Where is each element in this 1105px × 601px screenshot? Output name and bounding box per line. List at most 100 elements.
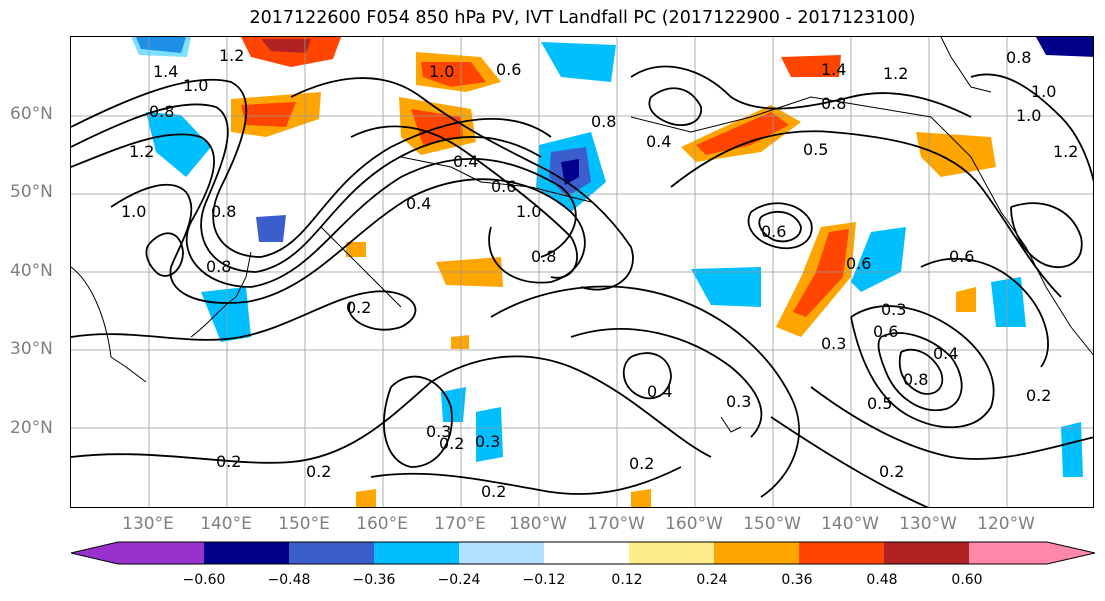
- contour-label: 1.2: [883, 64, 908, 83]
- contour-line: [758, 210, 802, 243]
- colorbar-tick-label: −0.12: [522, 572, 566, 588]
- colorbar-tick-label: 0.12: [611, 572, 643, 588]
- contour-line: [622, 352, 672, 400]
- contour-label: 0.3: [426, 422, 451, 441]
- lat-tick-label: 20°N: [10, 418, 53, 438]
- negative-anomaly-patch: [561, 159, 579, 185]
- contour-line: [850, 305, 995, 429]
- contour-label: 1.0: [1031, 82, 1056, 101]
- contour-label: 1.4: [153, 62, 178, 81]
- lon-tick-label: 170°E: [434, 514, 486, 534]
- colorbar-tick-label: −0.48: [267, 572, 311, 588]
- lon-tick-label: 170°W: [587, 514, 645, 534]
- lon-tick-label: 140°W: [821, 514, 879, 534]
- negative-anomaly-patch: [1061, 422, 1083, 477]
- contour-line: [747, 202, 813, 250]
- contour-line: [877, 332, 963, 411]
- negative-anomaly-patch: [541, 42, 616, 82]
- colorbar-tick-label: 0.24: [696, 572, 728, 588]
- contour-line: [370, 466, 682, 495]
- contour-line: [970, 73, 1093, 183]
- positive-anomaly-patch: [793, 229, 849, 317]
- negative-anomaly-patch: [256, 215, 286, 242]
- negative-anomaly-patch: [201, 287, 251, 342]
- contour-label: 0.8: [1006, 48, 1031, 67]
- colorbar-tick-label: 0.60: [951, 572, 983, 588]
- contour-label: 0.5: [803, 140, 828, 159]
- contour-label-layer: 1.4 1.0 1.2 0.8 1.0 0.8 1.2 1.0 0.8 0.4 …: [121, 46, 1078, 501]
- contour-line: [810, 386, 1093, 460]
- colorbar-segment: [969, 542, 1095, 564]
- colorbar-tick-label: −0.36: [352, 572, 396, 588]
- positive-anomaly-patch: [261, 39, 311, 53]
- contour-label: 1.0: [121, 202, 146, 221]
- positive-anomaly-patch: [631, 489, 651, 507]
- positive-anomaly-patch: [356, 489, 376, 507]
- colorbar-segment: [714, 542, 799, 564]
- contour-line: [383, 375, 453, 468]
- contour-line: [570, 328, 763, 438]
- contour-label: 0.3: [726, 392, 751, 411]
- contour-line: [350, 125, 578, 279]
- contour-label: 0.8: [903, 370, 928, 389]
- contour-line: [920, 257, 1049, 368]
- contour-label: 1.0: [1016, 106, 1041, 125]
- lat-tick-label: 60°N: [10, 104, 53, 124]
- contour-label: 0.8: [211, 202, 236, 221]
- lon-tick-label: 150°W: [743, 514, 801, 534]
- contour-label: 0.8: [531, 247, 556, 266]
- contour-label: 0.6: [846, 254, 871, 273]
- contour-lines: [71, 65, 1093, 507]
- positive-anomaly-patch: [956, 287, 976, 312]
- lat-tick-label: 40°N: [10, 261, 53, 281]
- contour-label: 0.3: [475, 432, 500, 451]
- map-canvas: 1.4 1.0 1.2 0.8 1.0 0.8 1.2 1.0 0.8 0.4 …: [71, 37, 1093, 507]
- contour-label: 0.8: [591, 112, 616, 131]
- contour-label: 0.6: [873, 322, 898, 341]
- positive-anomaly-patch: [421, 62, 486, 87]
- colorbar-outline: [70, 541, 1096, 565]
- contour-label: 0.2: [216, 452, 241, 471]
- contour-label: 0.6: [491, 177, 516, 196]
- lon-tick-label: 150°E: [278, 514, 330, 534]
- colorbar-segment: [544, 542, 629, 564]
- lat-tick-label: 30°N: [10, 339, 53, 359]
- lon-tick-label: 130°W: [899, 514, 957, 534]
- colorbar-tick-label: 0.48: [866, 572, 898, 588]
- contour-label: 1.0: [429, 62, 454, 81]
- lon-tick-label: 160°E: [356, 514, 408, 534]
- contour-label: 0.8: [206, 257, 231, 276]
- contour-line: [71, 133, 577, 288]
- contour-label: 1.2: [129, 142, 154, 161]
- contour-label: 0.2: [439, 434, 464, 453]
- colorbar-tick-label: 0.36: [781, 572, 813, 588]
- contour-label: 0.4: [406, 194, 431, 213]
- negative-anomaly-patch: [691, 267, 761, 307]
- negative-anomaly-patch: [991, 277, 1026, 327]
- contour-line: [898, 348, 944, 395]
- colorbar-segment: [799, 542, 884, 564]
- contour-label: 0.2: [306, 462, 331, 481]
- lon-tick-label: 180°W: [509, 514, 567, 534]
- positive-anomaly-patch: [781, 55, 841, 77]
- colorbar: [70, 541, 1096, 565]
- contour-line: [145, 232, 184, 277]
- contour-line: [770, 416, 929, 507]
- contour-label: 1.0: [516, 202, 541, 221]
- lon-tick-label: 130°E: [122, 514, 174, 534]
- contour-label: 0.6: [949, 247, 974, 266]
- contour-label: 0.2: [629, 454, 654, 473]
- contour-line: [290, 77, 634, 291]
- contour-label: 1.2: [219, 46, 244, 65]
- contour-label: 0.2: [481, 482, 506, 501]
- lon-tick-label: 120°W: [977, 514, 1035, 534]
- colorbar-segment: [289, 542, 374, 564]
- negative-anomaly-patch: [146, 112, 211, 177]
- colorbar-tick-label: −0.60: [182, 572, 226, 588]
- lon-tick-label: 160°W: [665, 514, 723, 534]
- contour-label: 0.6: [761, 222, 786, 241]
- contour-label: 0.2: [1026, 386, 1051, 405]
- negative-anomaly-patch: [851, 227, 906, 292]
- contour-line: [71, 103, 542, 273]
- colorbar-segment: [884, 542, 969, 564]
